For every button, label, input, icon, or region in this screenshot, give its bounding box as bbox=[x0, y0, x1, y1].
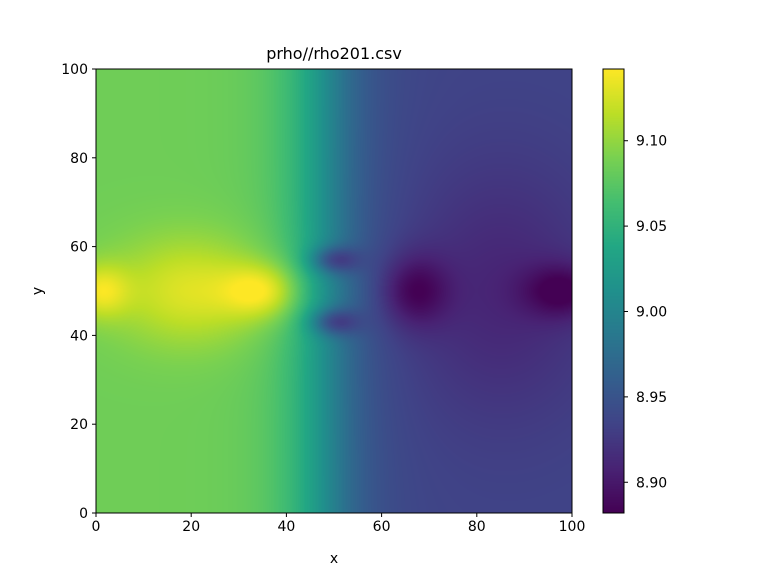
y-axis-ticks: 0 20 40 60 80 100 bbox=[61, 62, 96, 522]
x-tick-label: 80 bbox=[468, 519, 486, 535]
colorbar-tick-label: 8.95 bbox=[636, 390, 667, 406]
colorbar bbox=[603, 69, 624, 513]
x-axis-ticks: 0 20 40 60 80 100 bbox=[92, 513, 586, 535]
x-tick-label: 0 bbox=[92, 519, 101, 535]
y-tick-label: 40 bbox=[70, 328, 88, 344]
y-tick-label: 0 bbox=[79, 506, 88, 522]
y-tick-label: 20 bbox=[70, 417, 88, 433]
x-axis-label: x bbox=[330, 551, 338, 567]
colorbar-tick-label: 8.90 bbox=[636, 475, 667, 491]
colorbar-frame bbox=[602, 68, 625, 514]
x-tick-label: 100 bbox=[559, 519, 586, 535]
x-tick-label: 40 bbox=[277, 519, 295, 535]
chart-title: prho//rho201.csv bbox=[266, 44, 402, 63]
y-tick-label: 60 bbox=[70, 240, 88, 256]
colorbar-tick-label: 9.10 bbox=[636, 134, 667, 150]
y-tick-label: 80 bbox=[70, 151, 88, 167]
y-axis-label: y bbox=[30, 287, 46, 295]
heatmap-plot-area bbox=[96, 69, 572, 513]
plot-frame bbox=[95, 68, 573, 514]
y-tick-label: 100 bbox=[61, 62, 88, 78]
x-tick-label: 20 bbox=[182, 519, 200, 535]
colorbar-ticks: 8.90 8.95 9.00 9.05 9.10 bbox=[624, 134, 667, 491]
colorbar-tick-label: 9.05 bbox=[636, 219, 667, 235]
colorbar-tick-label: 9.00 bbox=[636, 304, 667, 320]
x-tick-label: 60 bbox=[373, 519, 391, 535]
